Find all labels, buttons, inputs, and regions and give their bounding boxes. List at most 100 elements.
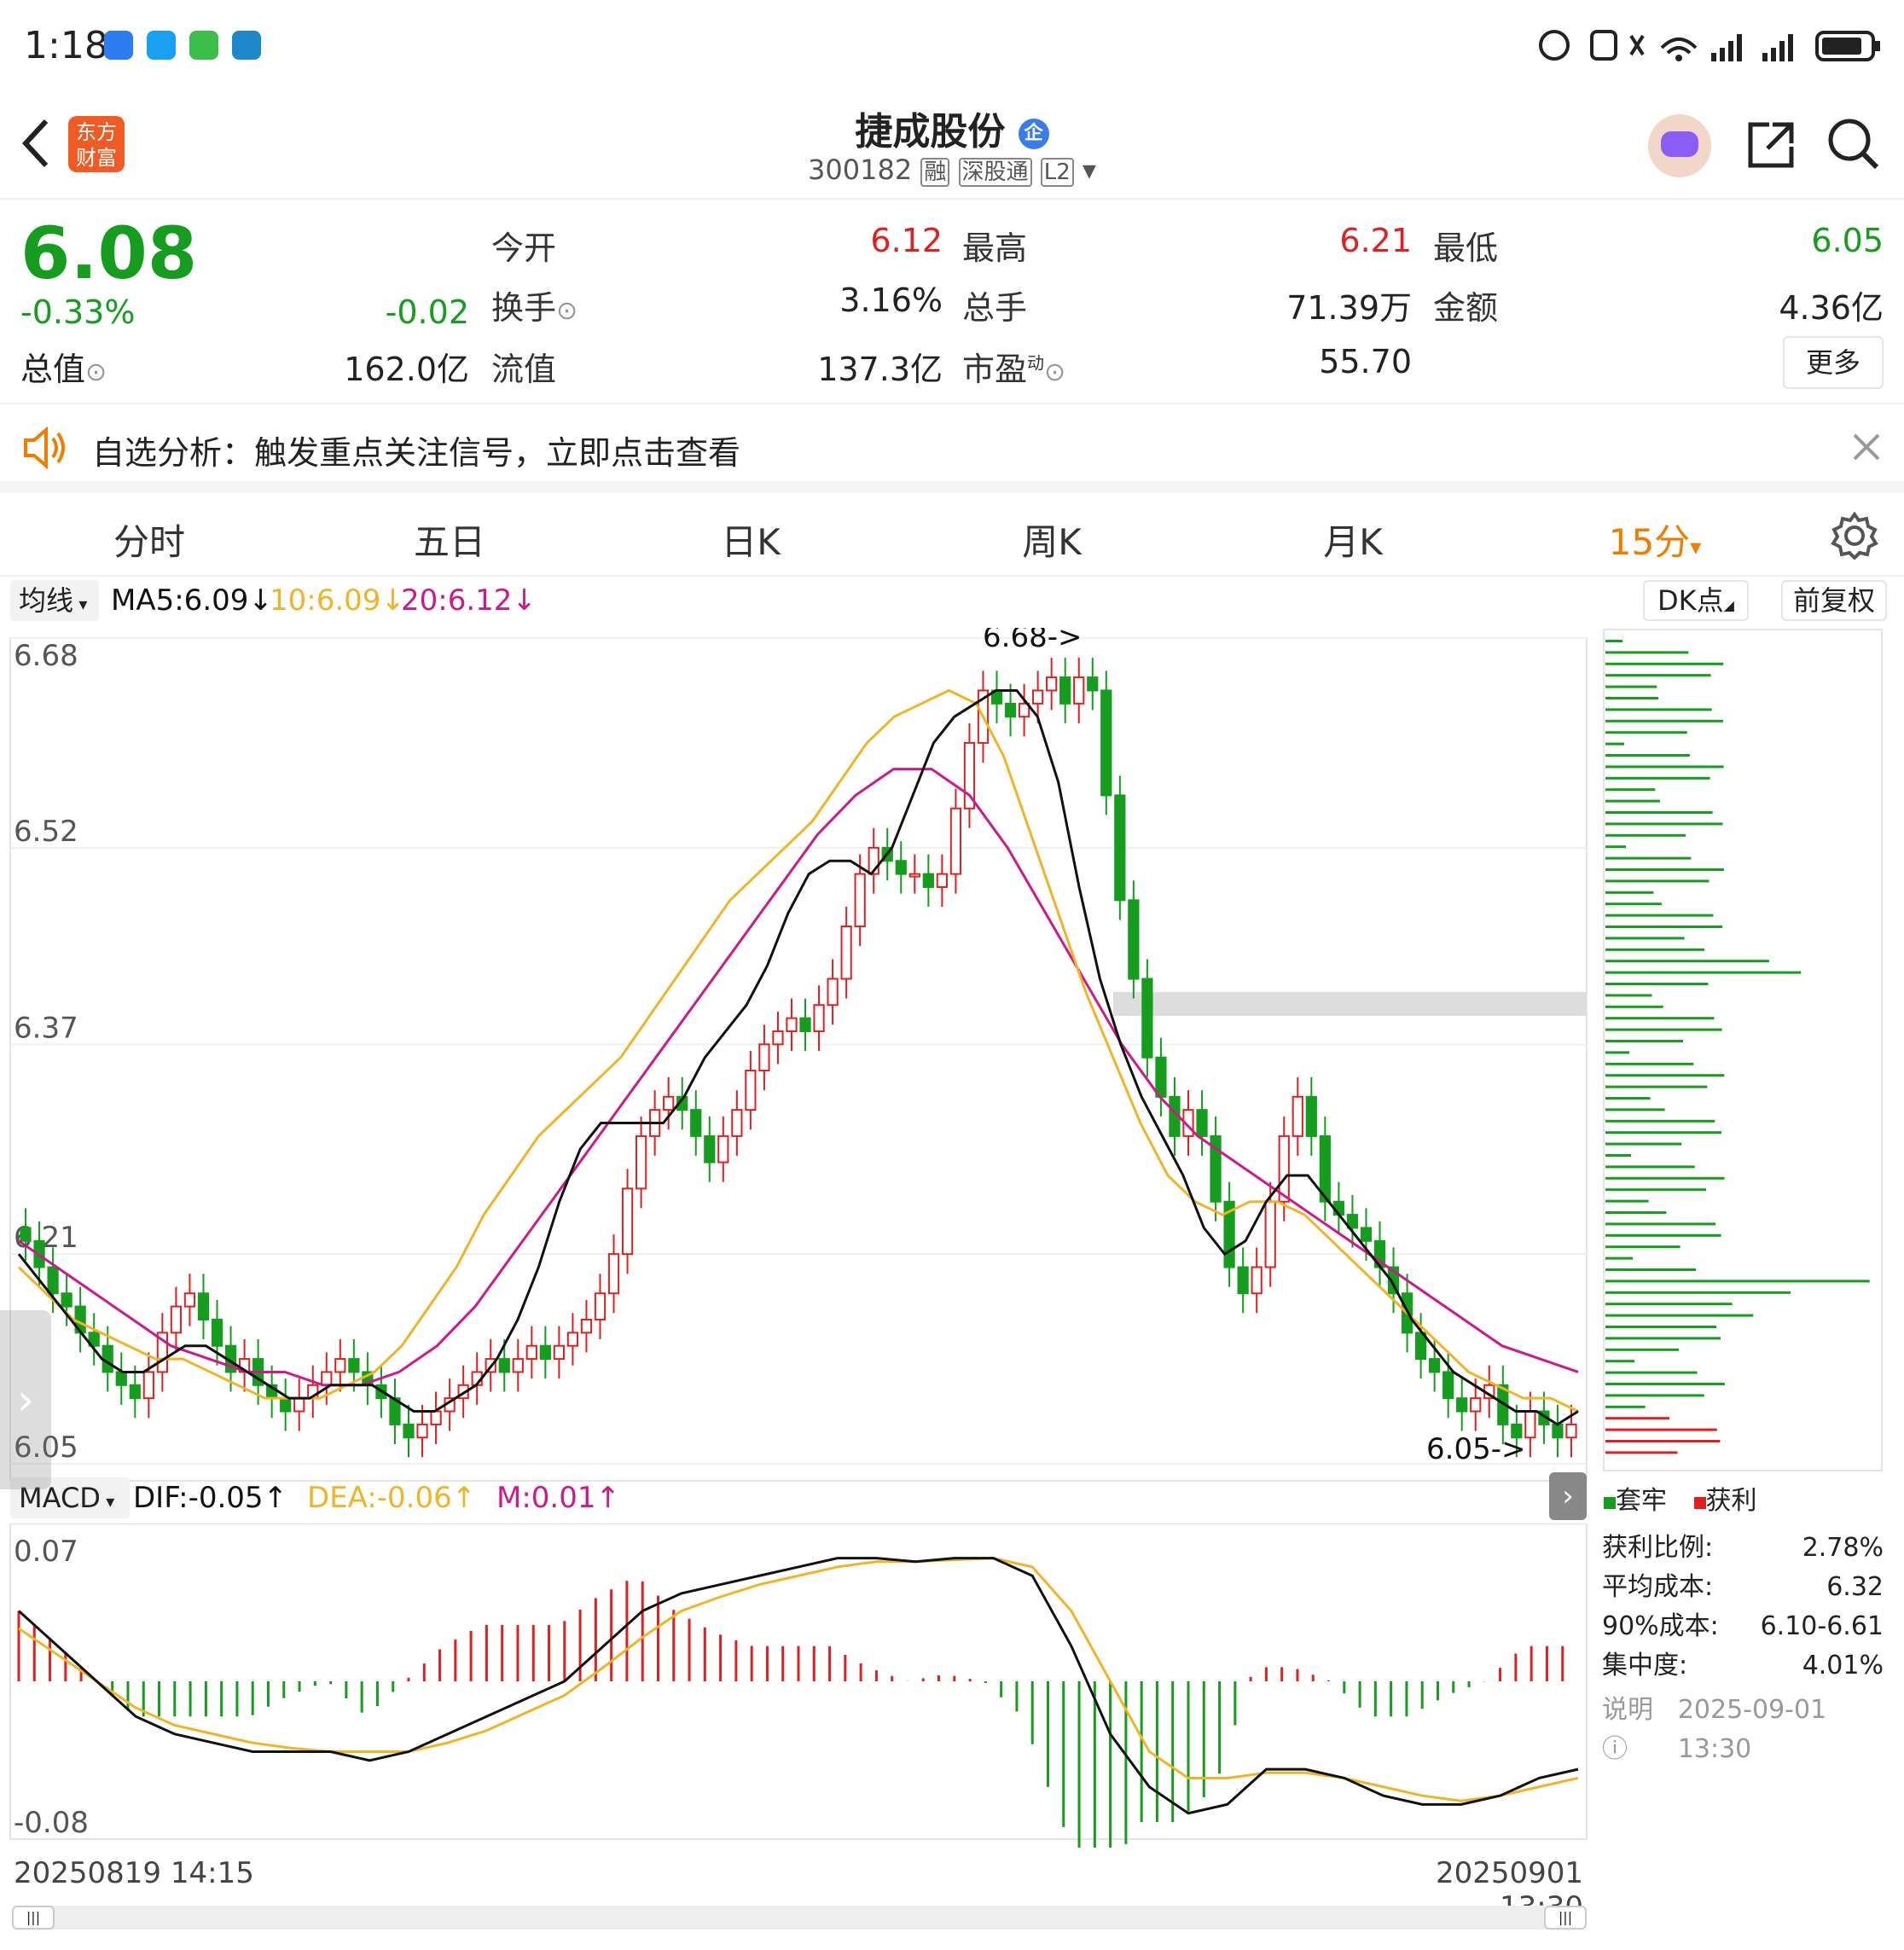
chip-bar	[1605, 833, 1686, 837]
candle	[1032, 689, 1044, 705]
chip-bar	[1605, 926, 1723, 928]
range-handle-right[interactable]: |||	[1544, 1906, 1587, 1930]
share-icon[interactable]	[1744, 118, 1798, 172]
indicator-select[interactable]: 均线 ▾	[10, 580, 99, 621]
settings-gear-icon[interactable]	[1831, 512, 1878, 560]
chip-stats: 获利比例: 2.78% 平均成本: 6.32 90%成本: 6.10-6.61 集中度…	[1602, 1529, 1884, 1769]
speaker-icon	[24, 427, 65, 469]
tag-connect: 深股通	[958, 158, 1032, 187]
chip-bar	[1605, 1119, 1715, 1123]
pe-label[interactable]: 市盈动⊙	[962, 351, 1066, 388]
candle	[61, 1292, 73, 1308]
tab-daily-k[interactable]: 日K	[721, 521, 781, 563]
tab-five-day[interactable]: 五日	[413, 521, 485, 563]
stock-code-row[interactable]: 300182 融 深股通 L2 ▾	[0, 154, 1904, 187]
amount-label: 金额	[1433, 289, 1499, 327]
candle	[1004, 702, 1017, 718]
more-button[interactable]: 更多	[1783, 336, 1884, 389]
alert-banner[interactable]: 自选分析：触发重点关注信号，立即点击查看	[0, 404, 1904, 493]
candle	[1237, 1266, 1249, 1295]
back-icon[interactable]	[19, 118, 53, 169]
side-drawer-handle[interactable]: ›	[0, 1310, 51, 1489]
candle	[1524, 1410, 1536, 1439]
macd-select[interactable]: MACD ▾	[10, 1477, 130, 1518]
chip-bar	[1605, 1405, 1646, 1408]
chip-bar	[1605, 1211, 1667, 1214]
candle	[580, 1318, 593, 1334]
candle	[1429, 1358, 1441, 1373]
chip-bar	[1605, 708, 1712, 711]
candle	[827, 978, 839, 1007]
expand-right-button[interactable]: ›	[1549, 1472, 1587, 1520]
x-start-label: 20250819 14:15	[14, 1856, 254, 1890]
enterprise-badge: 企	[1018, 119, 1049, 149]
candle	[1018, 702, 1030, 718]
candle	[731, 1109, 743, 1137]
candle	[321, 1371, 333, 1386]
candle	[1346, 1214, 1359, 1229]
candle	[1278, 1135, 1290, 1203]
candle	[1141, 978, 1153, 1059]
tag-l2: L2	[1040, 158, 1074, 187]
tab-monthly-k[interactable]: 月K	[1323, 521, 1383, 563]
chip-bar	[1605, 765, 1724, 769]
volume-label: 总手	[962, 289, 1028, 327]
amount-value: 4.36亿	[1779, 289, 1884, 327]
chip-bar	[1605, 1256, 1634, 1260]
low-label: 最低	[1433, 229, 1499, 267]
chip-bar	[1605, 651, 1689, 654]
search-icon[interactable]	[1826, 116, 1882, 172]
candle	[745, 1070, 757, 1111]
dk-point-toggle[interactable]: DK点◢	[1643, 580, 1749, 621]
note-link[interactable]: 说明 ⓘ	[1602, 1695, 1653, 1764]
status-bar: 1:18	[0, 0, 1904, 94]
chip-bar	[1605, 1051, 1630, 1054]
candle	[949, 807, 962, 875]
candle	[539, 1344, 551, 1361]
chip-bar	[1605, 1245, 1681, 1249]
dea-line	[18, 1557, 1579, 1802]
profit-ratio-value: 2.78%	[1802, 1533, 1884, 1563]
alert-text: 自选分析：触发重点关注信号，立即点击查看	[92, 434, 741, 472]
candle	[594, 1292, 607, 1320]
low-marker: 6.05->	[1426, 1432, 1525, 1466]
bank-app-icon	[232, 31, 261, 60]
turnover-label[interactable]: 换手⊙	[491, 289, 578, 327]
chip-bar	[1605, 640, 1622, 642]
range-handle-left[interactable]: |||	[12, 1906, 55, 1930]
chip-bar	[1605, 948, 1705, 951]
ma5-line	[17, 688, 1579, 1426]
candle	[922, 873, 934, 888]
candle	[1305, 1095, 1317, 1137]
candle	[1114, 794, 1126, 902]
candle	[717, 1135, 729, 1164]
tab-15min[interactable]: 15分▾	[1608, 521, 1702, 563]
chip-bar	[1605, 1326, 1716, 1328]
macd-y-tick: -0.08	[14, 1806, 89, 1840]
turnover-value: 3.16%	[839, 281, 943, 319]
range-scrollbar[interactable]: ||| |||	[12, 1906, 1587, 1930]
candle	[1470, 1397, 1482, 1413]
tab-weekly-k[interactable]: 周K	[1022, 521, 1082, 563]
ma5-legend: MA5:6.09↓	[111, 583, 273, 618]
dif-legend: DIF:-0.05↑	[133, 1481, 288, 1515]
tab-intraday[interactable]: 分时	[113, 521, 185, 563]
system-status-icons	[1539, 30, 1880, 61]
candle	[1387, 1266, 1400, 1295]
kline-chart[interactable]: 6.686.526.376.216.056.68->6.05->	[0, 628, 1595, 1532]
chip-bar	[1605, 1233, 1721, 1237]
chip-bar	[1605, 719, 1723, 723]
chip-bar	[1605, 1188, 1707, 1192]
chip-bar	[1605, 971, 1802, 974]
assistant-avatar[interactable]	[1648, 114, 1711, 177]
market-cap-label[interactable]: 总值⊙	[20, 351, 107, 388]
m-legend: M:0.01↑	[496, 1481, 620, 1515]
adjust-toggle[interactable]: 前复权	[1781, 580, 1887, 621]
chip-bar	[1605, 1451, 1678, 1454]
close-icon[interactable]	[1851, 432, 1882, 462]
candle	[47, 1266, 59, 1295]
candle	[1360, 1227, 1373, 1242]
candle	[963, 741, 976, 810]
candle	[1552, 1423, 1564, 1439]
chip-bar	[1605, 776, 1710, 780]
